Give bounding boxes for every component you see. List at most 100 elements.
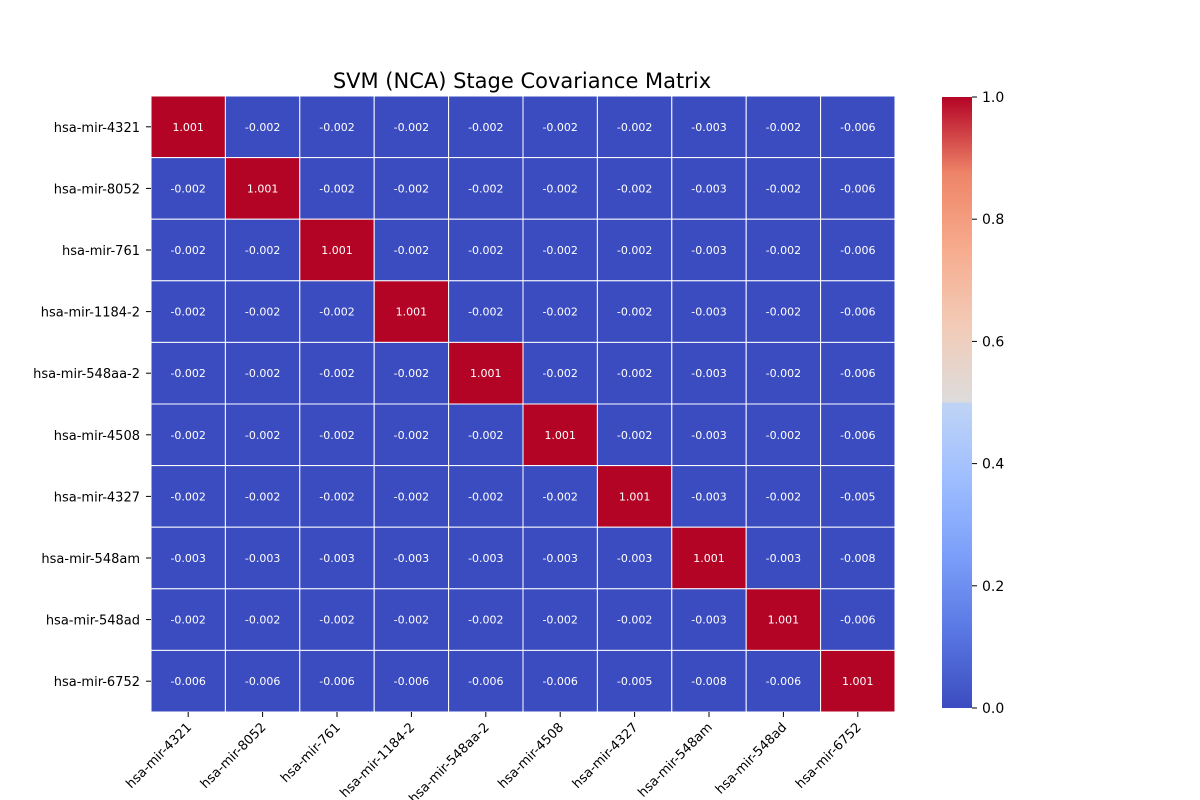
heatmap-cell <box>596 218 673 282</box>
heatmap-cell-value: -0.002 <box>245 490 280 503</box>
heatmap-cell-value: -0.002 <box>170 490 205 503</box>
column-label: hsa-mir-4508 <box>495 720 567 792</box>
heatmap-cell-value: -0.002 <box>617 121 652 134</box>
heatmap-cell <box>671 465 747 528</box>
heatmap-cell <box>299 341 375 405</box>
heatmap-cell-value: -0.003 <box>691 490 726 503</box>
row-label: hsa-mir-4327 <box>54 490 140 505</box>
heatmap-cell-value: 1.001 <box>321 244 353 257</box>
heatmap-cell <box>373 403 450 467</box>
heatmap-cell-value: -0.002 <box>245 429 280 442</box>
heatmap-cell <box>373 649 450 713</box>
heatmap-cell-value: 1.001 <box>247 182 279 195</box>
heatmap-cell-value: -0.006 <box>766 675 801 688</box>
heatmap-cell <box>299 588 375 651</box>
heatmap-cell <box>745 526 822 590</box>
heatmap-cell-value: -0.008 <box>691 675 726 688</box>
heatmap-cell <box>671 649 747 713</box>
heatmap-cell-value: -0.008 <box>840 552 875 565</box>
colorbar-tick-label: 0.4 <box>982 457 1004 473</box>
row-label: hsa-mir-548aa-2 <box>33 367 140 382</box>
column-label: hsa-mir-4321 <box>123 720 195 792</box>
heatmap-cell-value: 1.001 <box>619 490 651 503</box>
heatmap-cell <box>522 403 598 467</box>
chart-title: SVM (NCA) Stage Covariance Matrix <box>333 69 711 93</box>
heatmap-cell <box>522 649 598 713</box>
heatmap-cell-value: -0.002 <box>319 121 354 134</box>
heatmap-cell-value: -0.003 <box>394 552 429 565</box>
heatmap-cell-value: -0.002 <box>319 306 354 319</box>
heatmap-cell-value: -0.002 <box>394 429 429 442</box>
heatmap-cell-value: -0.002 <box>542 182 577 195</box>
heatmap-cell-value: -0.006 <box>542 675 577 688</box>
heatmap-cells <box>150 95 896 713</box>
heatmap-cell-value: -0.002 <box>766 367 801 380</box>
heatmap-cell <box>671 280 747 343</box>
heatmap-cell <box>224 588 301 651</box>
heatmap-cell-value: -0.002 <box>319 182 354 195</box>
heatmap-cell <box>448 403 524 467</box>
heatmap-cell-value: -0.003 <box>319 552 354 565</box>
heatmap-cell-value: -0.006 <box>840 429 875 442</box>
heatmap-cell-value: -0.002 <box>245 367 280 380</box>
row-label: hsa-mir-1184-2 <box>41 306 140 321</box>
row-label: hsa-mir-761 <box>62 244 140 259</box>
heatmap-cell-value: -0.002 <box>542 614 577 627</box>
heatmap-cell-value: -0.002 <box>319 367 354 380</box>
heatmap-cell-value: -0.003 <box>691 244 726 257</box>
colorbar: 0.0 0.2 0.4 0.6 0.8 1.0 <box>942 90 1004 717</box>
heatmap-cell <box>373 157 450 220</box>
heatmap-cell-value: 1.001 <box>693 552 725 565</box>
heatmap-cell-value: -0.002 <box>617 182 652 195</box>
heatmap-cell-value: -0.002 <box>766 244 801 257</box>
heatmap-cell-value: -0.002 <box>468 429 503 442</box>
heatmap-cell-value: -0.003 <box>691 182 726 195</box>
heatmap-cell <box>299 95 375 159</box>
heatmap-cell <box>820 526 896 590</box>
column-label: hsa-mir-6752 <box>793 720 865 792</box>
heatmap-cell-value: 1.001 <box>172 121 204 134</box>
colorbar-tick-label: 0.6 <box>982 334 1004 350</box>
heatmap-cell-value: -0.002 <box>245 244 280 257</box>
heatmap-cell-value: -0.002 <box>542 367 577 380</box>
heatmap-cell-value: -0.003 <box>691 614 726 627</box>
column-label: hsa-mir-4327 <box>570 720 642 792</box>
heatmap-cell-value: -0.002 <box>766 306 801 319</box>
column-labels: hsa-mir-4321 hsa-mir-8052 hsa-mir-761hsa-m… <box>123 712 865 800</box>
heatmap-cell <box>745 588 822 651</box>
heatmap-cell-value: -0.002 <box>170 429 205 442</box>
heatmap-cell-value: -0.002 <box>542 244 577 257</box>
heatmap-cell <box>596 280 673 343</box>
heatmap-cell <box>522 341 598 405</box>
row-label: hsa-mir-548am <box>41 552 140 567</box>
row-label: hsa-mir-4508 <box>54 429 140 444</box>
heatmap-cell-value: -0.002 <box>394 182 429 195</box>
heatmap-cell-value: -0.002 <box>617 614 652 627</box>
heatmap-cell-value: -0.002 <box>394 121 429 134</box>
heatmap-cell <box>820 157 896 220</box>
heatmap-cell-value: -0.003 <box>691 367 726 380</box>
heatmap-cell-value: -0.006 <box>840 306 875 319</box>
heatmap-cell-value: -0.005 <box>617 675 652 688</box>
heatmap-cell <box>448 526 524 590</box>
heatmap-cell-value: -0.006 <box>840 614 875 627</box>
row-label: hsa-mir-4321 <box>54 121 140 136</box>
heatmap-cell-value: -0.002 <box>766 490 801 503</box>
heatmap-cell <box>596 341 673 405</box>
heatmap-cell <box>671 341 747 405</box>
heatmap-cell-value: -0.003 <box>468 552 503 565</box>
heatmap-cell <box>448 588 524 651</box>
heatmap-cell-value: -0.002 <box>394 244 429 257</box>
heatmap-cell-value: -0.002 <box>617 367 652 380</box>
heatmap-cell-value: -0.002 <box>245 306 280 319</box>
heatmap-cell-value: -0.003 <box>245 552 280 565</box>
heatmap-cell-value: -0.002 <box>766 429 801 442</box>
heatmap-cell-value: -0.002 <box>766 182 801 195</box>
heatmap-cell-value: -0.003 <box>691 429 726 442</box>
heatmap-cell-value: -0.006 <box>840 367 875 380</box>
heatmap-cell <box>820 218 896 282</box>
heatmap-cell-value: -0.003 <box>170 552 205 565</box>
heatmap-cell-value: -0.002 <box>468 490 503 503</box>
heatmap-cell-value: -0.006 <box>245 675 280 688</box>
